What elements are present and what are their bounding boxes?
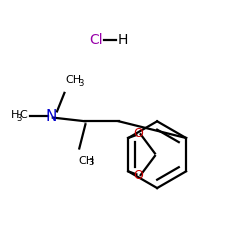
Text: O: O xyxy=(133,127,143,140)
Text: H: H xyxy=(118,33,128,47)
Text: CH: CH xyxy=(66,76,82,86)
Text: H: H xyxy=(11,110,20,120)
Text: C: C xyxy=(20,110,27,120)
Text: CH: CH xyxy=(78,156,94,166)
Text: Cl: Cl xyxy=(89,33,103,47)
Text: 3: 3 xyxy=(88,158,93,168)
Text: N: N xyxy=(45,109,56,124)
Text: 3: 3 xyxy=(78,79,84,88)
Text: 3: 3 xyxy=(16,114,22,122)
Text: O: O xyxy=(133,169,143,182)
